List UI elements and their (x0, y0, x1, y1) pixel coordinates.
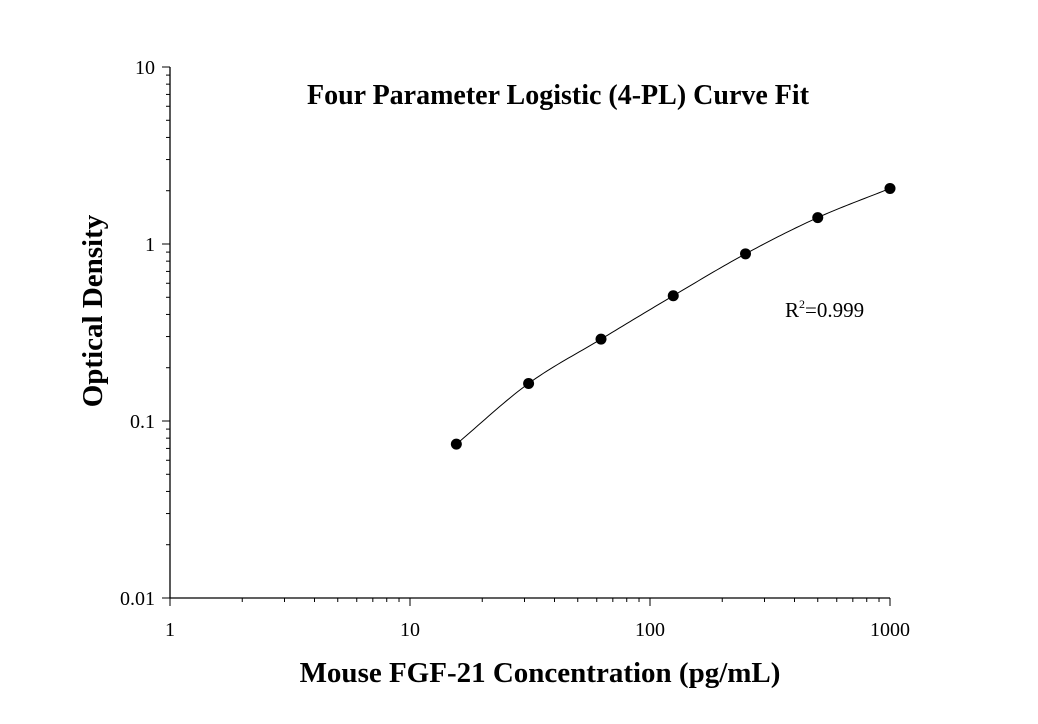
y-axis-title: Optical Density (77, 214, 109, 407)
x-tick-label: 100 (635, 619, 665, 641)
x-tick-label: 1000 (870, 619, 910, 641)
r-squared-annotation: R2=0.999 (785, 297, 864, 322)
data-point (812, 212, 824, 224)
data-point (740, 248, 752, 260)
data-points-layer (450, 182, 896, 450)
data-point (884, 182, 896, 194)
data-point (523, 377, 535, 389)
y-tick-label: 0.1 (130, 411, 155, 433)
data-point (595, 333, 607, 345)
chart-title: Four Parameter Logistic (4-PL) Curve Fit (307, 80, 810, 111)
y-tick-label: 0.01 (120, 588, 155, 610)
r-squared-superscript: 2 (799, 297, 805, 311)
x-axis-title: Mouse FGF-21 Concentration (pg/mL) (300, 657, 781, 689)
r-squared-base: R (785, 298, 799, 322)
y-tick-label: 10 (135, 57, 155, 79)
data-point (667, 290, 679, 302)
x-tick-label: 1 (165, 619, 175, 641)
axes: 1 10 100 1000 0.01 0.1 1 10 (120, 57, 910, 641)
x-tick-label: 10 (400, 619, 420, 641)
r-squared-value: =0.999 (805, 298, 864, 322)
y-tick-label: 1 (145, 234, 155, 256)
data-point (450, 438, 462, 450)
text-layer: Four Parameter Logistic (4-PL) Curve Fit… (77, 80, 864, 689)
